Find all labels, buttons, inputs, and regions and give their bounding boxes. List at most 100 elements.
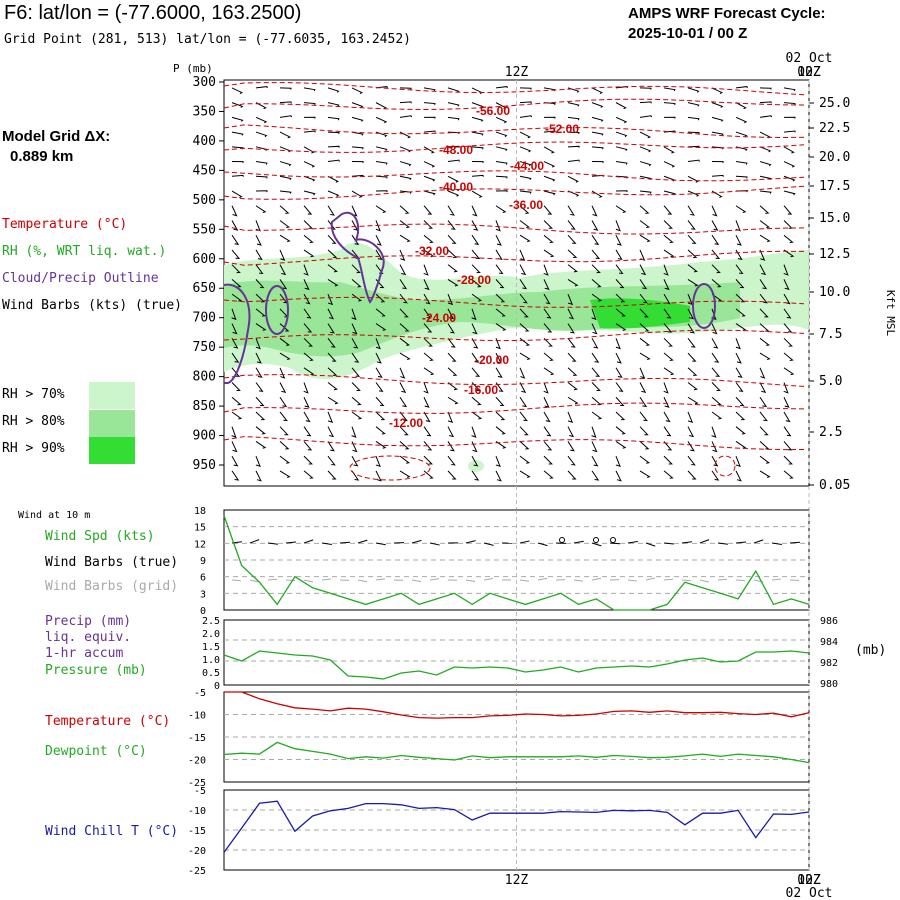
- pressure-tick-label: 980: [820, 679, 838, 690]
- cloud-outline: [223, 283, 251, 384]
- wind-barb: [399, 205, 410, 214]
- wind-barb: [351, 279, 362, 288]
- wind-barb: [495, 102, 507, 110]
- wind-barb: [495, 455, 501, 468]
- temperature-contour-label: -36.00: [509, 198, 543, 212]
- wind-barb: [231, 308, 237, 321]
- wind-barb: [327, 234, 337, 244]
- wind-barb: [759, 441, 770, 450]
- surface-barb: [609, 542, 620, 545]
- wind-barb: [615, 308, 626, 317]
- pressure-tick-label: 700: [193, 311, 216, 326]
- wind-barb: [351, 264, 361, 274]
- wind-barb: [351, 455, 359, 467]
- wind-barb: [279, 220, 291, 229]
- wind-barb: [447, 411, 454, 423]
- rh-region: [590, 298, 690, 329]
- precip-tick-label: 0.5: [202, 668, 220, 679]
- temperature-contour-label: -32.00: [415, 244, 449, 258]
- wind-barb: [327, 338, 336, 348]
- wind-barb: [759, 146, 772, 153]
- wind-barb: [447, 426, 455, 438]
- pressure-tick-label: 550: [193, 222, 216, 237]
- temperature-tick-label: -5: [194, 688, 206, 699]
- wind-barb: [591, 161, 604, 164]
- surface-barb: [717, 542, 728, 545]
- wind-barb: [711, 116, 724, 122]
- wind-barb: [255, 234, 262, 246]
- wind-barb: [711, 279, 722, 288]
- wind-barb: [447, 220, 456, 230]
- surface-barb: [537, 542, 548, 547]
- wind-barb: [255, 441, 267, 449]
- wind-barb: [519, 190, 532, 194]
- wind-barb: [639, 205, 650, 214]
- wind-barb: [639, 279, 648, 290]
- wind-barb: [303, 249, 315, 258]
- wind-barb: [615, 131, 628, 138]
- wind-barb: [423, 455, 433, 465]
- wind-barb: [711, 264, 721, 274]
- pressure-tick-label: 600: [193, 252, 216, 267]
- wind-barb: [567, 426, 575, 438]
- wind-barb: [759, 234, 771, 243]
- wind-barb: [615, 367, 623, 378]
- wind-barb: [327, 426, 335, 438]
- wind-barb: [327, 190, 340, 197]
- wind-barb: [783, 264, 789, 276]
- wind-barb: [567, 159, 580, 163]
- wind-barb: [471, 396, 482, 406]
- wind-barb: [399, 115, 413, 118]
- wind-barb: [375, 382, 384, 392]
- wind-barb: [591, 323, 598, 335]
- wind-barb: [783, 130, 796, 133]
- wind-barb: [231, 470, 240, 481]
- wind-barb: [255, 367, 263, 378]
- wind-barb: [303, 130, 316, 133]
- wind-barb: [639, 115, 653, 118]
- wind-barb: [471, 411, 483, 420]
- wind-barb: [399, 234, 411, 243]
- wind-barb: [279, 470, 291, 478]
- surface-barb: [267, 542, 278, 545]
- wind-barb: [591, 146, 604, 150]
- wind-barb: [711, 205, 718, 217]
- wind-barb: [735, 175, 748, 179]
- wind-barb: [687, 190, 700, 197]
- wind-barb: [471, 470, 480, 481]
- wind-barb: [663, 323, 673, 333]
- wind-barb: [375, 234, 382, 246]
- time-label-top: 00Z: [797, 65, 821, 80]
- wind-barb: [663, 161, 676, 168]
- surface-barb: [375, 542, 386, 546]
- surface-barb-grid: [699, 579, 710, 583]
- wind-barb: [495, 308, 506, 317]
- wind-barb: [759, 101, 772, 104]
- model-grid-dx: Model Grid ΔX: 0.889 km: [2, 127, 110, 167]
- wind-barb: [423, 205, 433, 215]
- wind-barb: [231, 426, 237, 438]
- wind-barb: [711, 382, 721, 392]
- wind-barb: [639, 308, 649, 318]
- wind-barb: [255, 470, 262, 482]
- wind-barb: [423, 426, 432, 437]
- wind-speed-tick-label: 18: [194, 506, 206, 517]
- wind-barb: [495, 352, 502, 364]
- wind-barb: [255, 264, 264, 275]
- surface-barb: [753, 539, 764, 544]
- cloud-outline: [692, 283, 716, 329]
- wind-barb: [231, 234, 240, 245]
- wind-barb: [783, 175, 796, 182]
- wind-barb: [399, 323, 410, 332]
- wind-barb: [711, 323, 718, 335]
- temperature-contour-label: -16.00: [464, 383, 498, 397]
- wind-barb: [471, 455, 479, 467]
- wind-barb: [639, 87, 652, 90]
- wind-barb: [759, 367, 766, 379]
- wind-barb: [279, 279, 288, 290]
- wind-barb: [255, 352, 262, 364]
- wind-barb: [615, 382, 624, 392]
- wind-barb: [519, 367, 526, 379]
- surface-barb: [663, 542, 674, 545]
